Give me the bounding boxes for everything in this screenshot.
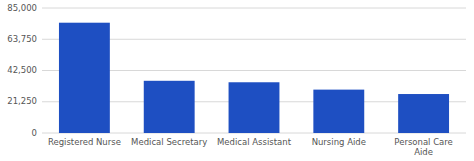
bar bbox=[313, 90, 364, 133]
bar bbox=[398, 94, 449, 133]
x-tick-label: Registered Nurse bbox=[48, 137, 121, 147]
grid-line bbox=[42, 8, 466, 9]
bar-chart: 0 21,250 42,500 63,750 85,000 Registered Nurs… bbox=[0, 0, 474, 161]
bar bbox=[144, 81, 195, 133]
y-tick-label: 21,250 bbox=[7, 96, 37, 106]
y-tick-label: 0 bbox=[32, 128, 37, 138]
y-tick-label: 85,000 bbox=[7, 3, 37, 13]
x-axis: Registered Nurse Medical Secretary Medical… bbox=[48, 137, 453, 157]
x-tick-label: Medical Secretary bbox=[131, 137, 207, 147]
grid bbox=[42, 8, 466, 133]
bar bbox=[229, 82, 280, 133]
x-tick-label: Nursing Aide bbox=[312, 137, 366, 147]
bar bbox=[59, 23, 110, 133]
y-tick-label: 42,500 bbox=[7, 65, 37, 75]
y-tick-label: 63,750 bbox=[7, 34, 37, 44]
chart-container: 0 21,250 42,500 63,750 85,000 Registered Nurs… bbox=[0, 0, 474, 161]
x-tick-label: Personal CareAide bbox=[394, 137, 453, 157]
y-axis: 0 21,250 42,500 63,750 85,000 bbox=[7, 3, 37, 138]
x-tick-label: Medical Assistant bbox=[217, 137, 292, 147]
bars bbox=[59, 23, 449, 133]
